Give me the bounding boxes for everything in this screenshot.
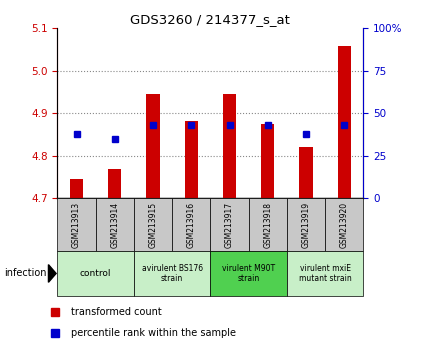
- Bar: [70, 179, 83, 198]
- Text: avirulent BS176
strain: avirulent BS176 strain: [142, 264, 203, 283]
- Text: GSM213918: GSM213918: [263, 202, 272, 248]
- FancyBboxPatch shape: [57, 251, 134, 296]
- FancyBboxPatch shape: [287, 251, 363, 296]
- Text: virulent mxiE
mutant strain: virulent mxiE mutant strain: [299, 264, 351, 283]
- Text: GSM213914: GSM213914: [110, 202, 119, 248]
- FancyBboxPatch shape: [57, 198, 96, 251]
- Text: GSM213917: GSM213917: [225, 202, 234, 248]
- Bar: [261, 124, 275, 198]
- Polygon shape: [48, 265, 56, 282]
- Bar: [299, 147, 313, 198]
- FancyBboxPatch shape: [325, 198, 363, 251]
- Bar: [146, 94, 160, 198]
- FancyBboxPatch shape: [249, 198, 287, 251]
- Text: transformed count: transformed count: [71, 307, 162, 316]
- FancyBboxPatch shape: [134, 251, 210, 296]
- Text: GSM213920: GSM213920: [340, 202, 349, 248]
- Bar: [223, 94, 236, 198]
- FancyBboxPatch shape: [287, 198, 325, 251]
- Bar: [108, 169, 122, 198]
- Bar: [184, 121, 198, 198]
- Text: infection: infection: [4, 268, 47, 279]
- Text: GSM213913: GSM213913: [72, 202, 81, 248]
- Text: GSM213919: GSM213919: [301, 202, 311, 248]
- FancyBboxPatch shape: [210, 251, 287, 296]
- FancyBboxPatch shape: [96, 198, 134, 251]
- Title: GDS3260 / 214377_s_at: GDS3260 / 214377_s_at: [130, 13, 290, 26]
- Text: percentile rank within the sample: percentile rank within the sample: [71, 328, 236, 338]
- FancyBboxPatch shape: [210, 198, 249, 251]
- FancyBboxPatch shape: [172, 198, 210, 251]
- Text: control: control: [80, 269, 111, 278]
- Bar: [337, 46, 351, 198]
- Text: GSM213916: GSM213916: [187, 202, 196, 248]
- Text: GSM213915: GSM213915: [148, 202, 158, 248]
- Text: virulent M90T
strain: virulent M90T strain: [222, 264, 275, 283]
- FancyBboxPatch shape: [134, 198, 172, 251]
